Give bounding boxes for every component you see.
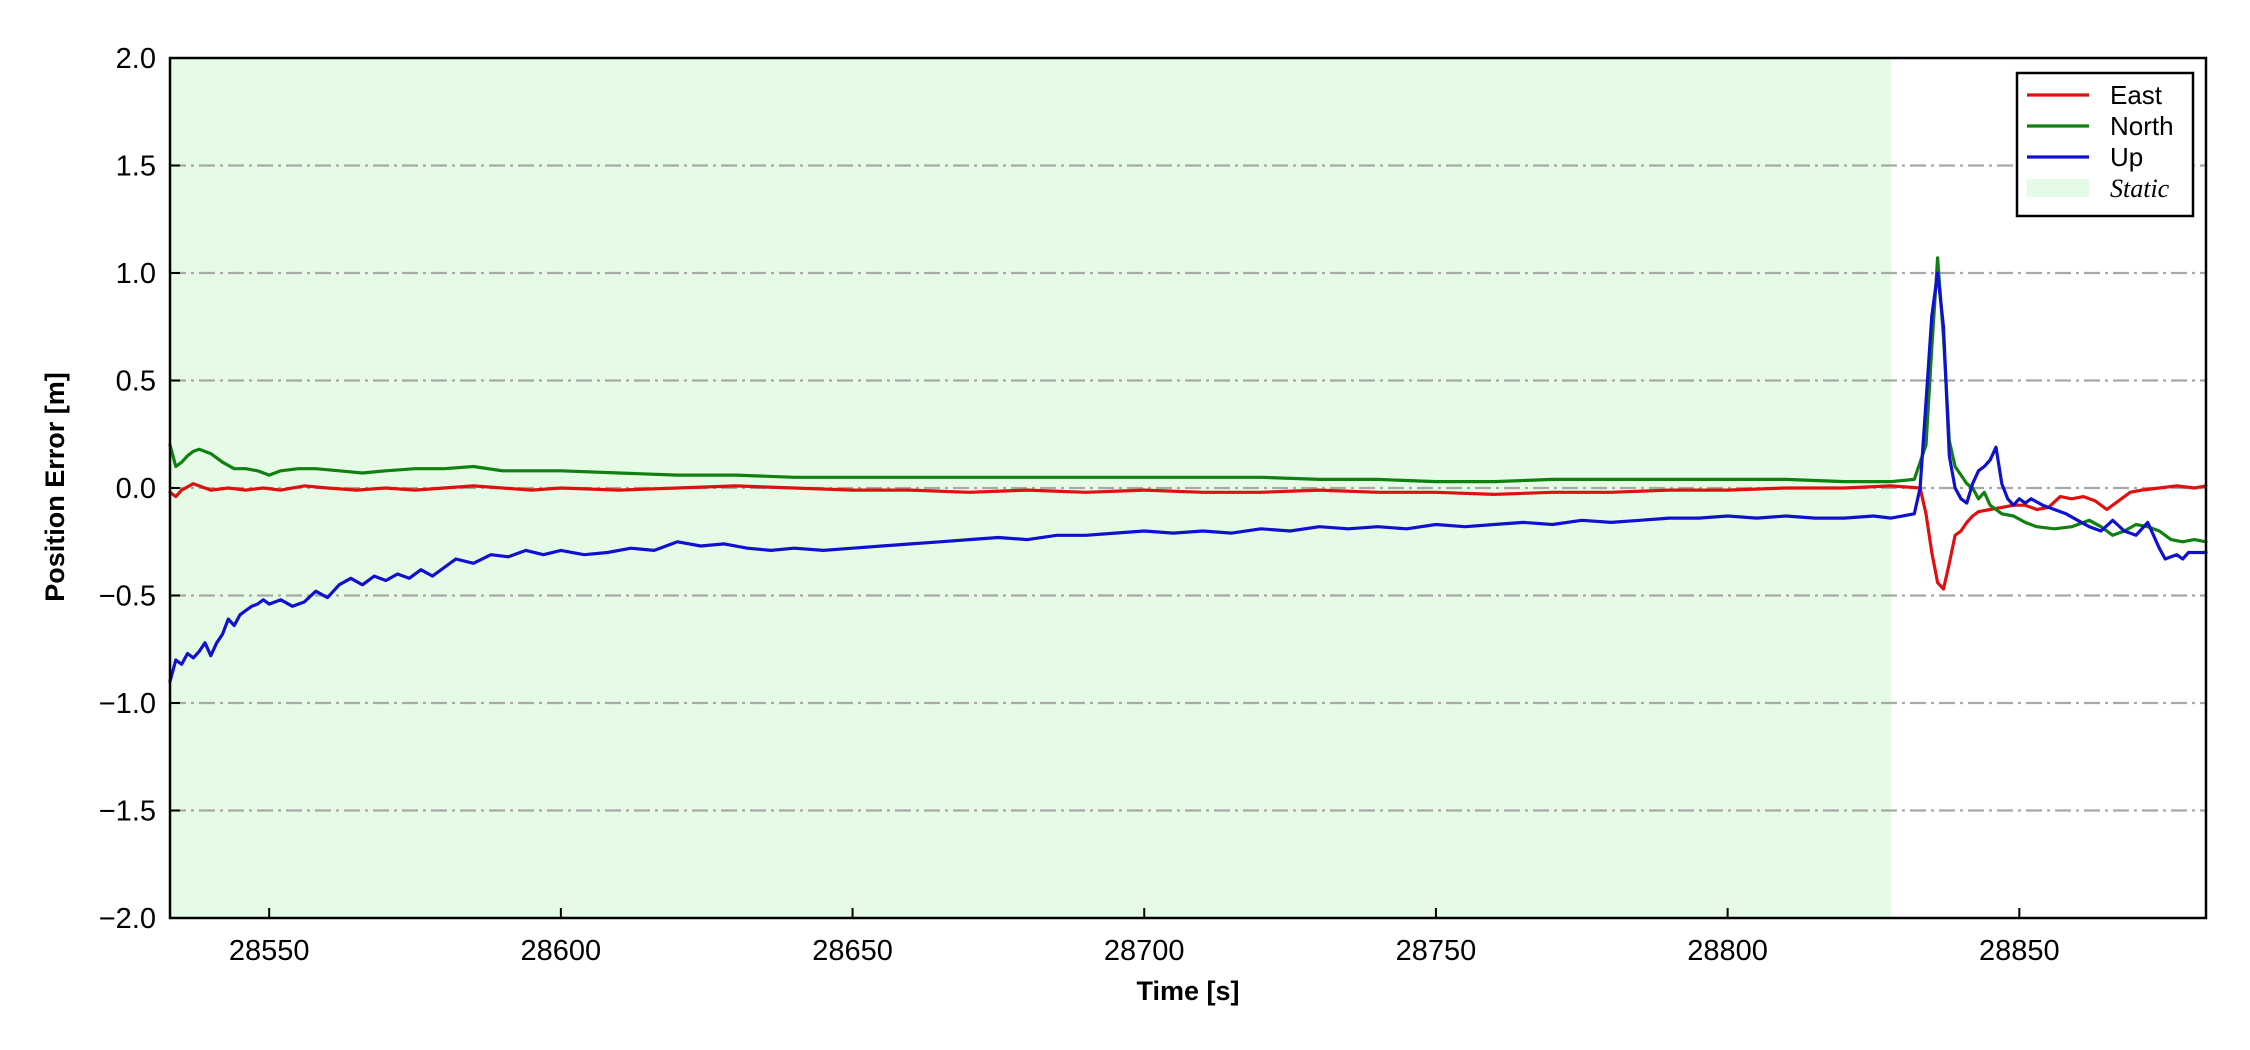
x-tick-label: 28750 — [1396, 935, 1477, 967]
y-tick-label: 2.0 — [116, 43, 156, 75]
y-axis-title: Position Error [m] — [40, 372, 70, 602]
legend-label-static: Static — [2110, 174, 2170, 203]
x-tick-label: 28600 — [521, 935, 602, 967]
x-tick-label: 28800 — [1687, 935, 1768, 967]
y-tick-label: 0.5 — [116, 366, 156, 398]
series-line-north — [168, 256, 2208, 544]
y-tick-label: 1.0 — [116, 258, 156, 290]
y-tick-label: −1.0 — [99, 688, 156, 720]
series-line-up — [168, 271, 2208, 684]
legend-label-up: Up — [2110, 142, 2143, 172]
x-axis-title: Time [s] — [1136, 976, 1239, 1006]
series-line-east — [168, 482, 2208, 591]
legend-label-north: North — [2110, 111, 2174, 141]
y-tick-label: −2.0 — [99, 903, 156, 935]
x-tick-label: 28850 — [1979, 935, 2060, 967]
y-tick-label: −1.5 — [99, 796, 156, 828]
legend-swatch-static — [2027, 179, 2089, 197]
legend-label-east: East — [2110, 80, 2163, 110]
y-tick-label: 1.5 — [116, 151, 156, 183]
x-tick-label: 28550 — [229, 935, 310, 967]
x-tick-label: 28700 — [1104, 935, 1185, 967]
y-tick-label: −0.5 — [99, 581, 156, 613]
plot-area: 28550 28600 28650 28700 28750 28800 28850 2.0 1.… — [99, 43, 2208, 967]
x-tick-label: 28650 — [812, 935, 893, 967]
y-tick-label: 0.0 — [116, 473, 156, 505]
